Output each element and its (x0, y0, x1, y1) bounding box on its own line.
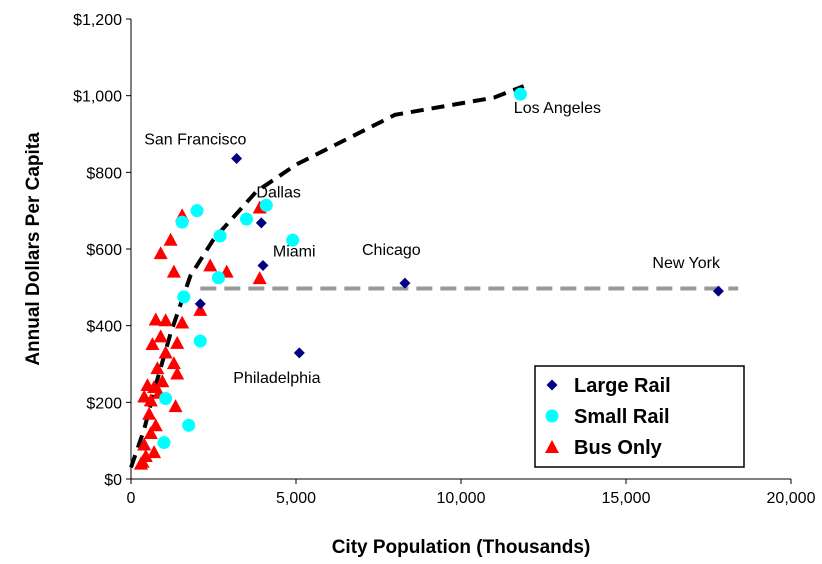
x-tick-label: 0 (127, 490, 136, 507)
bus-only-point (137, 437, 152, 451)
bus-only-point (153, 329, 168, 343)
large-rail-point (399, 277, 411, 289)
bus-only-point (166, 264, 181, 278)
large-rail-point (194, 298, 206, 310)
y-tick-label: $200 (86, 395, 122, 412)
small-rail-point (286, 233, 300, 247)
small-rail-point (182, 418, 196, 432)
bus-only-point (168, 399, 183, 413)
large-rail-point (255, 217, 267, 229)
legend-label-small-rail: Small Rail (574, 406, 670, 428)
city-label: Chicago (362, 242, 421, 259)
bus-only-point (193, 302, 208, 316)
y-tick-label: $800 (86, 165, 122, 182)
x-tick-label: 15,000 (602, 490, 651, 507)
bus-only-point (252, 271, 267, 285)
y-tick-label: $0 (104, 472, 122, 489)
small-rail-point (175, 215, 189, 229)
bus-only-point (137, 389, 152, 403)
bus-only-point (150, 361, 165, 375)
small-rail-point (190, 204, 204, 218)
bus-only-point (155, 374, 170, 388)
tick-labels: 0 5,000 10,000 15,000 20,000 $0 $200 $400 $600 $8… (73, 12, 816, 507)
y-tick-label: $400 (86, 319, 122, 336)
x-tick-label: 10,000 (437, 490, 486, 507)
annotations: Los Angeles San Francisco Dallas Miami Chica… (144, 100, 721, 387)
city-label: Dallas (256, 184, 300, 201)
city-label: Los Angeles (514, 100, 601, 117)
small-rail-point (157, 436, 171, 450)
bus-only-point (142, 406, 157, 420)
bus-only-point (143, 393, 158, 407)
y-tick-label: $1,000 (73, 89, 122, 106)
small-rail-point (240, 212, 253, 226)
city-label: Philadelphia (233, 370, 320, 387)
bus-only-point (143, 426, 158, 439)
y-tick-label: $600 (86, 242, 122, 259)
legend-marker-large-rail (546, 379, 558, 391)
large-rail-point (712, 285, 724, 297)
bus-only-point (170, 335, 185, 349)
small-rail-point (259, 198, 273, 212)
x-axis-title: City Population (Thousands) (332, 537, 591, 558)
bus-only-point (145, 337, 160, 351)
small-rail-point (193, 334, 207, 348)
legend-box (534, 365, 745, 468)
legend: Large Rail Small Rail Bus Only (534, 365, 745, 468)
y-axis-title: Annual Dollars Per Capita (23, 132, 44, 366)
legend-items: Large Rail Small Rail Bus Only (545, 375, 671, 459)
bus-only-point (158, 313, 173, 327)
bus-only-point (203, 258, 218, 272)
bus-only-point (170, 366, 185, 380)
y-tick-label: $1,200 (73, 12, 122, 29)
bus-only-point (166, 356, 181, 370)
bus-only-point (158, 345, 173, 359)
legend-marker-small-rail (545, 409, 559, 423)
large-rail-point (257, 259, 269, 271)
legend-label-bus-only: Bus Only (574, 437, 663, 459)
bus-only-point (175, 315, 190, 329)
large-rail-point (231, 153, 243, 165)
city-label: Miami (273, 244, 316, 261)
small-rail-point (213, 229, 227, 243)
trend-line (129, 84, 525, 469)
trend-lines (129, 84, 739, 469)
x-tick-label: 20,000 (767, 490, 816, 507)
data-points (133, 87, 724, 470)
bus-only-point (148, 312, 163, 326)
small-rail-point (159, 392, 173, 405)
x-tick-label: 5,000 (276, 490, 316, 507)
small-rail-point (177, 290, 191, 304)
large-rail-point (293, 347, 305, 359)
bus-only-point (153, 246, 168, 260)
small-rail-point (211, 271, 225, 285)
bus-only-point (133, 456, 148, 470)
bus-only-point (163, 232, 178, 246)
legend-marker-bus-only (545, 440, 559, 453)
bus-only-point (147, 445, 162, 459)
legend-label-large-rail: Large Rail (574, 375, 671, 397)
bus-only-point (148, 418, 163, 432)
small-rail-point (513, 87, 527, 101)
city-label: San Francisco (144, 131, 246, 148)
city-label: New York (652, 255, 721, 272)
